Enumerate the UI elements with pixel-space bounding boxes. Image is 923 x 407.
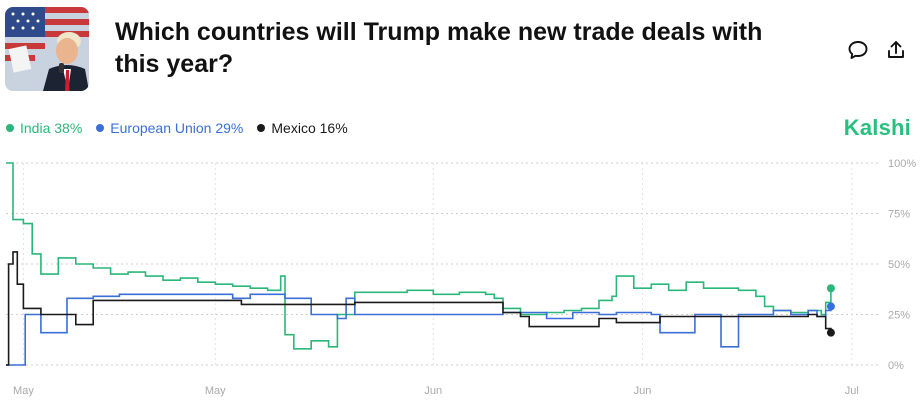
market-title: Which countries will Trump make new trad… — [115, 18, 763, 78]
y-tick-label: 25% — [888, 310, 910, 322]
series-line-european-union[interactable] — [6, 293, 832, 366]
legend-item-mexico[interactable]: Mexico 16% — [257, 120, 348, 136]
series-end-point-mexico[interactable] — [826, 328, 835, 337]
x-tick-label: May — [13, 385, 34, 397]
share-icon — [888, 41, 904, 58]
share-button[interactable] — [884, 38, 908, 62]
legend-item-european-union[interactable]: European Union 29% — [96, 120, 243, 136]
comment-button[interactable] — [846, 38, 870, 62]
y-tick-label: 75% — [888, 209, 910, 221]
chart-legend: India 38% European Union 29% Mexico 16% — [6, 120, 348, 136]
legend-label-mexico: Mexico 16% — [271, 120, 348, 136]
x-tick-label: Jul — [845, 385, 859, 397]
legend-label-india: India 38% — [20, 120, 83, 136]
legend-item-india[interactable]: India 38% — [6, 120, 82, 136]
legend-dot-icon — [257, 124, 266, 132]
legend-dot-icon — [6, 124, 14, 132]
legend-label-european-union: European Union 29% — [110, 120, 244, 136]
series-line-india[interactable] — [6, 162, 832, 350]
kalshi-logo: Kalshi — [843, 115, 911, 140]
comment-icon — [848, 41, 868, 59]
trump-photo-image — [5, 7, 89, 91]
y-tick-label: 100% — [888, 158, 916, 170]
x-tick-label: Jun — [424, 385, 442, 397]
series-end-point-european-union[interactable] — [826, 302, 835, 311]
series-end-point-india[interactable] — [826, 284, 835, 293]
market-thumbnail — [5, 7, 89, 91]
x-tick-label: Jun — [634, 385, 652, 397]
y-tick-label: 0% — [888, 360, 904, 372]
series-line-mexico[interactable] — [6, 251, 832, 366]
y-tick-label: 50% — [888, 259, 910, 271]
legend-dot-icon — [96, 124, 105, 132]
x-tick-label: May — [205, 385, 226, 397]
line-chart[interactable]: 100% 75% 50% 25% 0% May May Jun Jun Jul — [0, 150, 923, 407]
chart-grid — [6, 162, 878, 366]
chart-series — [6, 162, 835, 366]
chart-tick-labels: 100% 75% 50% 25% 0% May May Jun Jun Jul — [13, 158, 916, 397]
